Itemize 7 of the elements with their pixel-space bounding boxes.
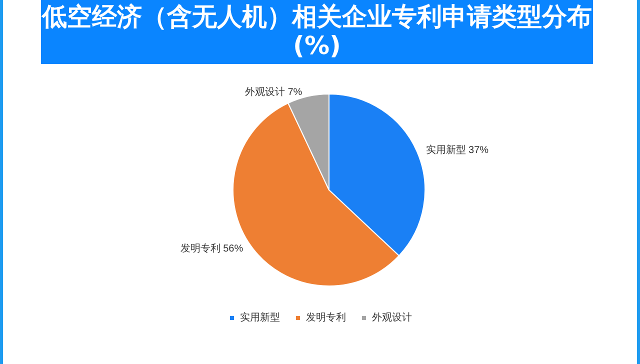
category-label: 外观设计 7% [244, 86, 302, 98]
legend-label: 外观设计 [372, 312, 412, 324]
legend-label: 发明专利 [306, 312, 346, 324]
chart-title: 低空经济（含无人机）相关企业专利申请类型分布 (%) [41, 0, 593, 64]
legend-label: 实用新型 [240, 312, 280, 324]
category-label: 实用新型 37% [426, 144, 489, 156]
category-label: 发明专利 56% [180, 243, 244, 254]
